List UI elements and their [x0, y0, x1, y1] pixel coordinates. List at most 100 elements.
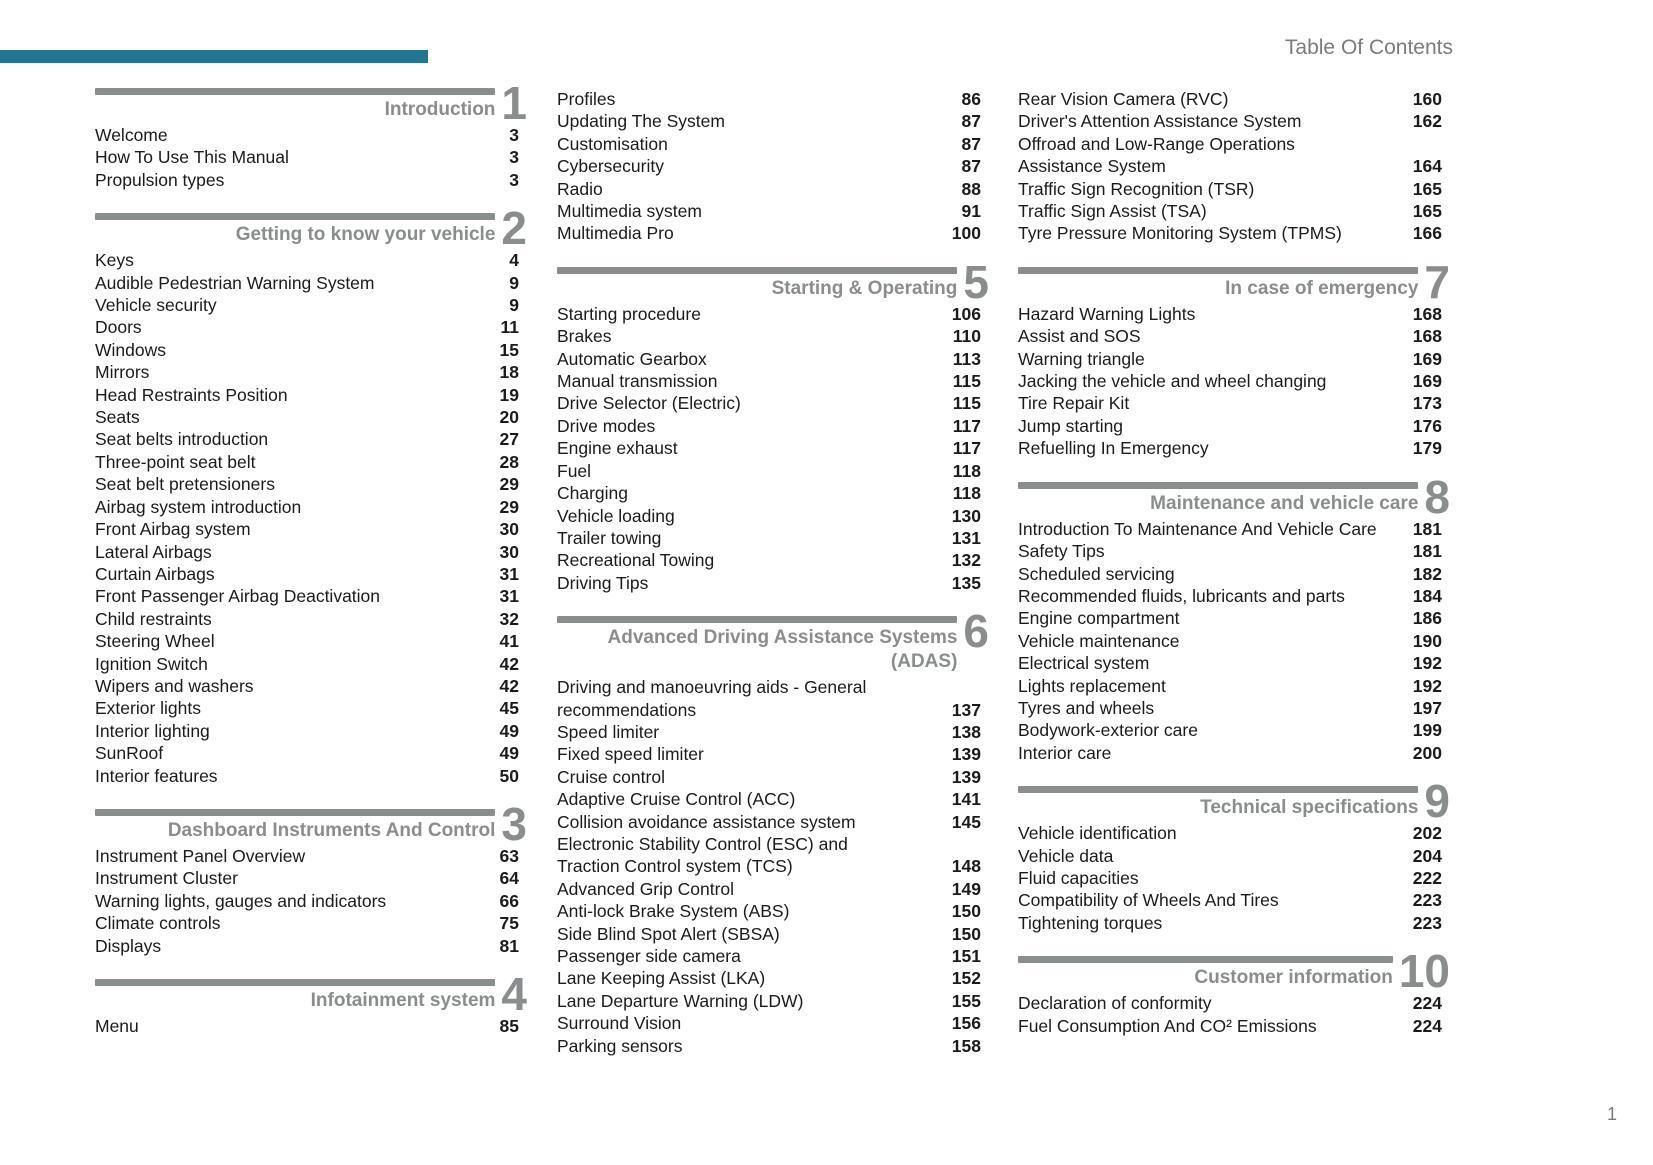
- toc-entry[interactable]: Fluid capacities 222: [1018, 867, 1442, 889]
- toc-entry-label[interactable]: Updating The System: [557, 111, 725, 132]
- toc-entry[interactable]: Profiles 86: [557, 88, 981, 110]
- toc-entry[interactable]: Airbag system introduction 29: [95, 496, 519, 518]
- toc-entry-label[interactable]: Drive Selector (Electric): [557, 393, 741, 414]
- toc-entry[interactable]: Lane Departure Warning (LDW) 155: [557, 990, 981, 1012]
- toc-entry[interactable]: Drive Selector (Electric) 115: [557, 392, 981, 414]
- toc-entry-label[interactable]: Curtain Airbags: [95, 563, 215, 584]
- toc-entry[interactable]: Rear Vision Camera (RVC) 160: [1018, 88, 1442, 110]
- toc-entry-label[interactable]: Lane Departure Warning (LDW): [557, 990, 804, 1011]
- toc-entry[interactable]: Warning lights, gauges and indicators 66: [95, 890, 519, 912]
- toc-entry-label[interactable]: Assist and SOS: [1018, 326, 1141, 347]
- toc-entry[interactable]: Tightening torques 223: [1018, 912, 1442, 934]
- toc-entry-label[interactable]: Fuel Consumption And CO² Emissions: [1018, 1015, 1317, 1036]
- toc-entry-label[interactable]: Parking sensors: [557, 1035, 683, 1056]
- toc-entry[interactable]: Lights replacement 192: [1018, 675, 1442, 697]
- toc-entry[interactable]: Mirrors 18: [95, 361, 519, 383]
- toc-entry[interactable]: Fuel Consumption And CO² Emissions 224: [1018, 1015, 1442, 1037]
- toc-entry[interactable]: Recreational Towing 132: [557, 549, 981, 571]
- toc-entry[interactable]: Lane Keeping Assist (LKA) 152: [557, 967, 981, 989]
- toc-entry-label[interactable]: Tire Repair Kit: [1018, 393, 1130, 414]
- toc-entry[interactable]: Fuel 118: [557, 460, 981, 482]
- toc-entry[interactable]: Collision avoidance assistance system 14…: [557, 811, 981, 833]
- toc-entry[interactable]: Jump starting 176: [1018, 415, 1442, 437]
- toc-entry-label[interactable]: Steering Wheel: [95, 631, 215, 652]
- toc-entry[interactable]: Welcome 3: [95, 124, 519, 146]
- toc-entry[interactable]: Trailer towing 131: [557, 527, 981, 549]
- toc-entry[interactable]: Engine exhaust 117: [557, 437, 981, 459]
- toc-entry-label[interactable]: Exterior lights: [95, 698, 202, 719]
- toc-entry[interactable]: Electronic Stability Control (ESC) and T…: [557, 833, 981, 878]
- toc-entry-label[interactable]: Front Passenger Airbag Deactivation: [95, 586, 381, 607]
- toc-entry[interactable]: Keys 4: [95, 249, 519, 271]
- toc-entry-label[interactable]: Recreational Towing: [557, 550, 715, 571]
- toc-entry[interactable]: How To Use This Manual 3: [95, 146, 519, 168]
- toc-entry-label[interactable]: Offroad and Low-Range Operations Assista…: [1018, 133, 1295, 177]
- toc-entry[interactable]: Windows 15: [95, 339, 519, 361]
- toc-entry[interactable]: Manual transmission 115: [557, 370, 981, 392]
- toc-entry-label[interactable]: Brakes: [557, 326, 612, 347]
- toc-entry-label[interactable]: Engine compartment: [1018, 608, 1180, 629]
- toc-entry-label[interactable]: Lane Keeping Assist (LKA): [557, 968, 766, 989]
- toc-entry-label[interactable]: Compatibility of Wheels And Tires: [1018, 890, 1279, 911]
- toc-entry[interactable]: Advanced Grip Control 149: [557, 878, 981, 900]
- toc-entry-label[interactable]: Child restraints: [95, 608, 212, 629]
- toc-entry-label[interactable]: Side Blind Spot Alert (SBSA): [557, 923, 780, 944]
- toc-entry[interactable]: Cybersecurity 87: [557, 155, 981, 177]
- toc-entry[interactable]: Doors 11: [95, 316, 519, 338]
- toc-entry-label[interactable]: Drive modes: [557, 415, 656, 436]
- toc-entry-label[interactable]: Adaptive Cruise Control (ACC): [557, 789, 796, 810]
- toc-entry-label[interactable]: Profiles: [557, 89, 616, 109]
- toc-entry-label[interactable]: Vehicle loading: [557, 505, 675, 526]
- toc-entry[interactable]: Parking sensors 158: [557, 1035, 981, 1057]
- toc-entry-label[interactable]: Jump starting: [1018, 415, 1124, 436]
- toc-entry[interactable]: Ignition Switch 42: [95, 653, 519, 675]
- toc-entry-label[interactable]: Tyres and wheels: [1018, 697, 1155, 718]
- toc-entry[interactable]: Climate controls 75: [95, 912, 519, 934]
- toc-entry[interactable]: Steering Wheel 41: [95, 630, 519, 652]
- toc-entry[interactable]: Automatic Gearbox 113: [557, 348, 981, 370]
- toc-entry[interactable]: Interior features 50: [95, 765, 519, 787]
- toc-entry-label[interactable]: Lateral Airbags: [95, 541, 212, 562]
- toc-entry[interactable]: Head Restraints Position 19: [95, 384, 519, 406]
- toc-entry[interactable]: Recommended fluids, lubricants and parts…: [1018, 585, 1442, 607]
- toc-entry-label[interactable]: Keys: [95, 250, 134, 271]
- toc-entry-label[interactable]: Tyre Pressure Monitoring System (TPMS): [1018, 223, 1342, 244]
- toc-entry-label[interactable]: Head Restraints Position: [95, 384, 288, 405]
- toc-entry[interactable]: Drive modes 117: [557, 415, 981, 437]
- toc-entry-label[interactable]: Interior features: [95, 765, 218, 786]
- toc-entry[interactable]: Charging 118: [557, 482, 981, 504]
- toc-entry[interactable]: Multimedia Pro 100: [557, 222, 981, 244]
- toc-entry[interactable]: Exterior lights 45: [95, 697, 519, 719]
- toc-entry[interactable]: Speed limiter 138: [557, 721, 981, 743]
- toc-entry[interactable]: Interior care 200: [1018, 742, 1442, 764]
- toc-entry[interactable]: Multimedia system 91: [557, 200, 981, 222]
- toc-entry[interactable]: Bodywork-exterior care 199: [1018, 719, 1442, 741]
- toc-entry[interactable]: Driving and manoeuvring aids - General r…: [557, 676, 981, 721]
- toc-entry-label[interactable]: Charging: [557, 483, 629, 504]
- toc-entry-label[interactable]: Displays: [95, 935, 162, 956]
- toc-entry-label[interactable]: Collision avoidance assistance system: [557, 811, 856, 832]
- toc-entry[interactable]: Radio 88: [557, 178, 981, 200]
- toc-entry-label[interactable]: Rear Vision Camera (RVC): [1018, 89, 1229, 109]
- toc-entry-label[interactable]: Driving Tips: [557, 572, 649, 593]
- toc-entry[interactable]: Safety Tips 181: [1018, 540, 1442, 562]
- toc-entry-label[interactable]: Trailer towing: [557, 527, 662, 548]
- toc-entry[interactable]: Wipers and washers 42: [95, 675, 519, 697]
- toc-entry[interactable]: Brakes 110: [557, 325, 981, 347]
- toc-entry-label[interactable]: Vehicle maintenance: [1018, 630, 1180, 651]
- toc-entry[interactable]: Engine compartment 186: [1018, 607, 1442, 629]
- toc-entry[interactable]: Traffic Sign Recognition (TSR) 165: [1018, 178, 1442, 200]
- toc-entry[interactable]: Updating The System 87: [557, 110, 981, 132]
- toc-entry[interactable]: SunRoof 49: [95, 742, 519, 764]
- toc-entry-label[interactable]: Fuel: [557, 460, 592, 481]
- toc-entry-label[interactable]: Windows: [95, 339, 166, 360]
- toc-entry-label[interactable]: Mirrors: [95, 362, 150, 383]
- toc-entry[interactable]: Electrical system 192: [1018, 652, 1442, 674]
- toc-entry[interactable]: Vehicle security 9: [95, 294, 519, 316]
- toc-entry[interactable]: Tire Repair Kit 173: [1018, 392, 1442, 414]
- toc-entry-label[interactable]: How To Use This Manual: [95, 147, 289, 168]
- toc-entry[interactable]: Vehicle data 204: [1018, 845, 1442, 867]
- toc-entry[interactable]: Propulsion types 3: [95, 169, 519, 191]
- toc-entry-label[interactable]: Starting procedure: [557, 303, 701, 324]
- toc-entry-label[interactable]: Hazard Warning Lights: [1018, 303, 1196, 324]
